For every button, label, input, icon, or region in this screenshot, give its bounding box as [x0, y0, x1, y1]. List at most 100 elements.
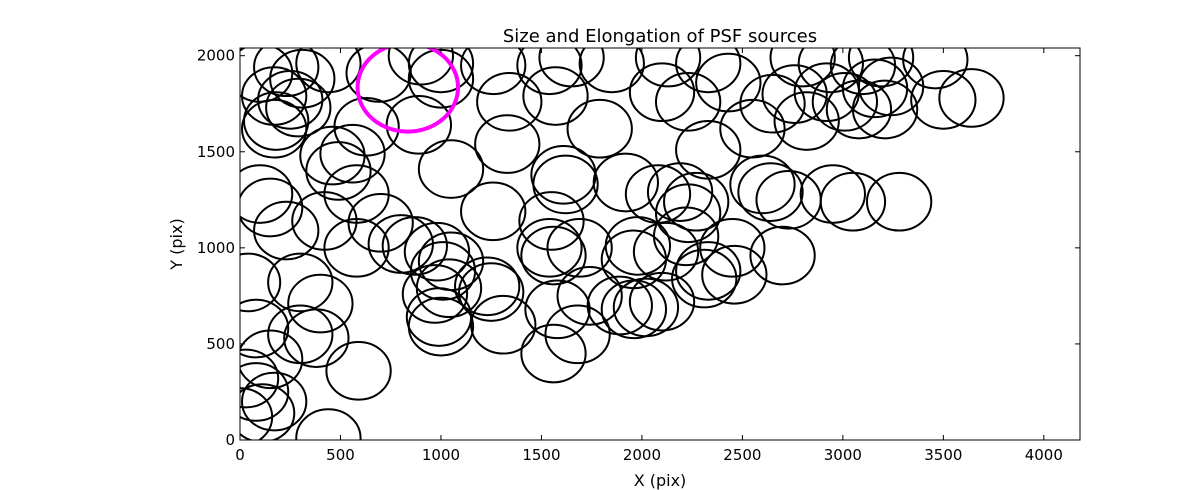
source-ellipse-71: [323, 218, 390, 278]
source-ellipse-62: [729, 154, 796, 215]
source-ellipse-1: [253, 48, 320, 98]
source-ellipse-53: [592, 152, 659, 213]
source-ellipse-49: [305, 141, 372, 201]
source-ellipse-68: [253, 200, 320, 261]
source-ellipse-78: [520, 225, 587, 286]
source-ellipse-85: [749, 225, 816, 286]
source-ellipse-87: [267, 252, 334, 313]
source-ellipse-67: [865, 171, 933, 232]
source-ellipse-15: [797, 48, 864, 94]
source-ellipse-3: [295, 48, 362, 94]
source-ellipse-88: [287, 273, 354, 334]
x-axis-label: X (pix): [634, 471, 687, 490]
source-ellipse-97: [628, 271, 696, 332]
y-tick-label-2: 1000: [197, 239, 235, 257]
source-ellipse-22: [654, 71, 722, 132]
y-axis-label: Y (pix): [167, 218, 186, 270]
y-tick-label-1: 500: [206, 335, 235, 353]
source-ellipse-104: [524, 279, 591, 340]
source-ellipse-82: [632, 221, 700, 282]
source-ellipse-86: [240, 252, 282, 313]
source-ellipse-24: [739, 73, 806, 134]
source-ellipse-2: [269, 48, 336, 109]
source-ellipse-56: [460, 181, 527, 242]
source-ellipse-77: [516, 218, 583, 278]
source-ellipse-65: [799, 164, 866, 224]
source-ellipse-92: [458, 262, 525, 322]
source-ellipse-20: [522, 66, 589, 126]
source-ellipse-115: [240, 383, 296, 440]
x-tick-label-1: 500: [326, 446, 355, 464]
source-ellipse-99: [675, 241, 742, 301]
source-ellipse-103: [470, 294, 537, 355]
source-ellipse-113: [240, 362, 290, 422]
source-ellipse-117: [295, 408, 362, 440]
x-tick-label-5: 2500: [723, 446, 761, 464]
source-ellipse-33: [257, 70, 324, 130]
source-ellipse-27: [811, 71, 879, 132]
source-ellipse-43: [825, 79, 893, 140]
x-tick-label-8: 4000: [1025, 446, 1063, 464]
source-ellipse-5: [387, 48, 455, 86]
source-ellipse-107: [240, 298, 290, 359]
source-ellipse-25: [761, 64, 828, 124]
source-ellipse-114: [241, 371, 308, 432]
source-ellipse-48: [319, 123, 386, 184]
source-ellipse-66: [819, 171, 887, 232]
source-ellipse-12: [634, 48, 702, 88]
source-ellipse-111: [240, 329, 304, 390]
source-ellipse-98: [671, 248, 738, 309]
source-ellipse-83: [652, 206, 720, 267]
source-ellipse-61: [654, 183, 722, 244]
x-tick-label-4: 2000: [623, 446, 661, 464]
source-ellipse-63: [737, 162, 804, 222]
source-ellipse-106: [544, 304, 611, 365]
source-ellipse-93: [556, 266, 623, 326]
source-ellipse-17: [847, 48, 915, 88]
source-ellipse-96: [612, 277, 680, 338]
source-ellipse-42: [773, 91, 840, 151]
source-ellipse-112: [240, 348, 280, 409]
source-ellipse-44: [851, 79, 919, 140]
source-ellipse-34: [265, 77, 332, 138]
source-ellipse-14: [769, 48, 836, 88]
axis-ticks: 0 500 1000 1500 2000 2500 3000 3500 4000 0 500 1000…: [197, 47, 1080, 464]
source-ellipse-31: [938, 68, 1005, 128]
source-ellipse-55: [240, 177, 304, 238]
plot-frame: [239, 47, 1081, 441]
source-ellipse-52: [532, 154, 599, 215]
source-ellipse-105: [520, 323, 587, 384]
source-ellipse-100: [701, 244, 768, 305]
source-ellipse-39: [566, 98, 633, 159]
source-ellipse-79: [546, 218, 613, 278]
source-ellipse-11: [578, 48, 645, 94]
y-tick-label-3: 1500: [197, 143, 235, 161]
source-ellipse-45: [474, 114, 541, 174]
source-ellipse-57: [518, 191, 585, 251]
source-ellipse-46: [417, 139, 485, 199]
source-ellipse-91: [454, 256, 521, 317]
source-ellipse-13: [675, 48, 742, 94]
y-tick-label-4: 2000: [197, 47, 235, 65]
source-ellipse-6: [407, 48, 475, 94]
source-ellipse-19: [476, 71, 543, 132]
source-ellipse-54: [240, 164, 294, 224]
source-ellipse-73: [381, 216, 448, 276]
x-tick-label-3: 1500: [522, 446, 560, 464]
source-ellipse-84: [699, 218, 766, 278]
source-ellipse-30: [910, 70, 977, 130]
source-ellipse-110: [325, 341, 392, 401]
chart-title: Size and Elongation of PSF sources: [503, 26, 817, 47]
source-ellipse-72: [367, 214, 434, 274]
source-ellipse-60: [663, 171, 730, 232]
source-ellipse-70: [347, 193, 414, 253]
source-ellipse-10: [538, 48, 605, 88]
source-ellipse-36: [241, 98, 308, 159]
source-ellipse-38: [385, 95, 453, 155]
x-tick-label-7: 3500: [924, 446, 962, 464]
y-tick-label-0: 0: [225, 431, 235, 449]
source-ellipse-90: [415, 258, 483, 319]
source-ellipse-102: [407, 296, 475, 357]
